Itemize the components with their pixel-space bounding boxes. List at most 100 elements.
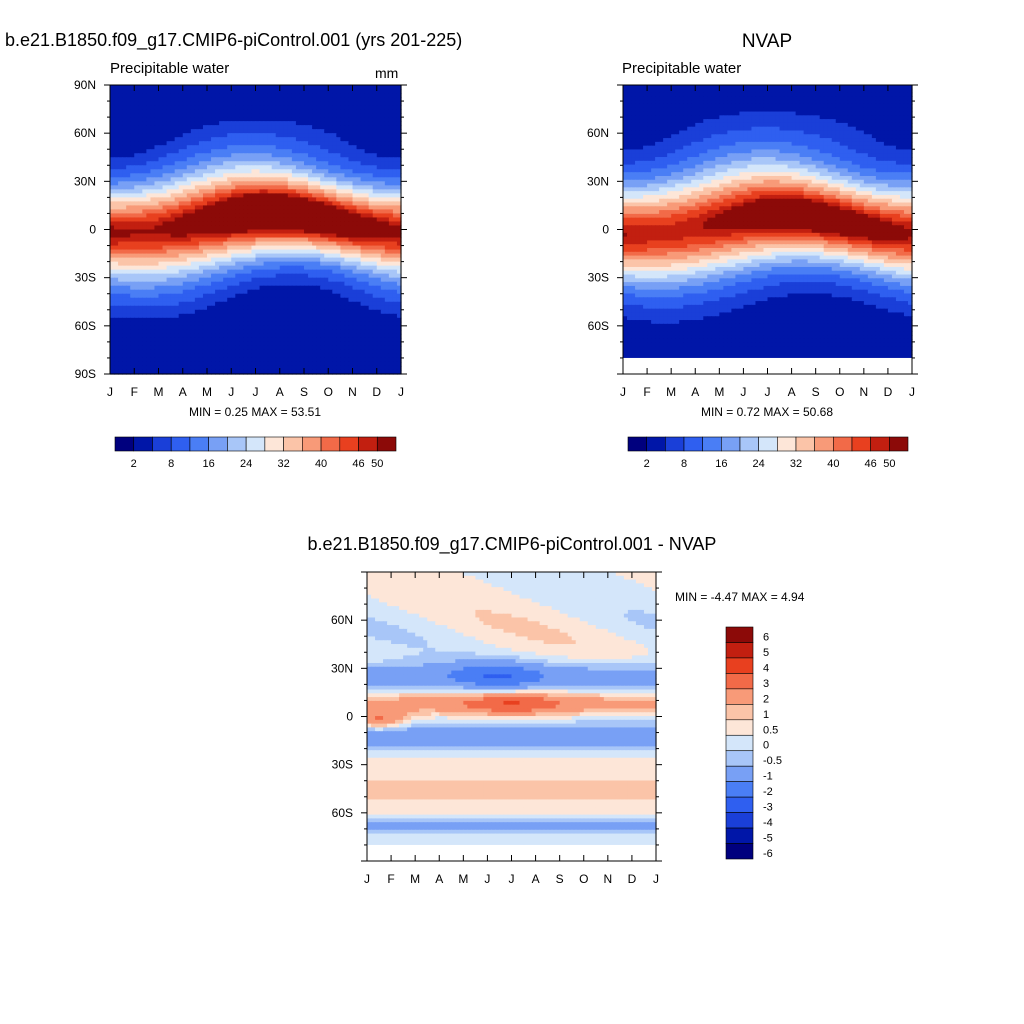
heatmap-cell <box>255 105 261 110</box>
heatmap-cell <box>344 93 350 98</box>
heatmap-cell <box>158 105 164 110</box>
heatmap-cell <box>304 245 309 251</box>
heatmap-cell <box>376 221 382 227</box>
heatmap-cell <box>271 229 277 235</box>
heatmap-cell <box>251 109 257 114</box>
heatmap-cell <box>332 133 337 138</box>
heatmap-cell <box>215 129 220 134</box>
heatmap-cell <box>392 141 398 146</box>
heatmap-cell <box>162 241 168 247</box>
heatmap-cell <box>352 273 358 279</box>
heatmap-cell <box>215 341 220 347</box>
heatmap-cell <box>174 217 180 223</box>
heatmap-cell <box>316 225 321 231</box>
heatmap-cell <box>114 153 119 158</box>
heatmap-cell <box>352 169 358 174</box>
heatmap-cell <box>146 101 152 106</box>
heatmap-cell <box>360 293 366 299</box>
heatmap-cell <box>299 341 305 347</box>
heatmap-cell <box>308 313 313 319</box>
heatmap-cell <box>118 293 123 299</box>
heatmap-cell <box>118 173 123 178</box>
heatmap-cell <box>231 85 236 90</box>
heatmap-cell <box>198 105 204 110</box>
heatmap-cell <box>142 305 147 311</box>
heatmap-cell <box>170 129 176 134</box>
heatmap-cell <box>360 221 366 227</box>
heatmap-cell <box>211 209 216 215</box>
heatmap-cell <box>158 345 164 351</box>
heatmap-cell <box>384 145 390 150</box>
heatmap-cell <box>324 129 329 134</box>
heatmap-cell <box>231 197 236 202</box>
heatmap-cell <box>308 181 313 186</box>
heatmap-cell <box>287 261 293 267</box>
heatmap-cell <box>182 333 188 339</box>
heatmap-cell <box>150 341 156 347</box>
heatmap-cell <box>186 137 192 142</box>
heatmap-cell <box>223 97 228 102</box>
heatmap-cell <box>324 357 329 363</box>
heatmap-cell <box>263 297 269 303</box>
heatmap-cell <box>312 189 317 194</box>
heatmap-cell <box>207 149 212 154</box>
heatmap-cell <box>211 249 216 255</box>
heatmap-cell <box>291 217 297 223</box>
heatmap-cell <box>251 181 257 186</box>
heatmap-cell <box>360 85 366 90</box>
heatmap-cell <box>372 197 378 202</box>
heatmap-cell <box>372 189 378 194</box>
heatmap-cell <box>186 149 192 154</box>
heatmap-cell <box>368 193 374 198</box>
heatmap-cell <box>267 213 273 219</box>
heatmap-cell <box>202 221 208 227</box>
heatmap-cell <box>178 129 184 134</box>
heatmap-cell <box>235 285 240 291</box>
heatmap-cell <box>324 205 329 211</box>
heatmap-cell <box>304 345 309 351</box>
heatmap-cell <box>396 269 402 275</box>
heatmap-cell <box>279 345 285 351</box>
heatmap-cell <box>299 293 305 299</box>
heatmap-cell <box>194 197 200 202</box>
heatmap-cell <box>291 269 297 275</box>
heatmap-cell <box>304 205 309 211</box>
heatmap-cell <box>154 113 160 118</box>
heatmap-cell <box>190 253 196 259</box>
heatmap-cell <box>360 277 366 283</box>
heatmap-cell <box>190 269 196 275</box>
heatmap-cell <box>384 293 390 299</box>
heatmap-cell <box>360 309 366 315</box>
heatmap-cell <box>255 305 261 311</box>
heatmap-cell <box>190 361 196 367</box>
heatmap-cell <box>126 337 131 343</box>
heatmap-cell <box>186 337 192 343</box>
heatmap-cell <box>360 273 366 279</box>
heatmap-cell <box>340 293 346 299</box>
heatmap-cell <box>259 181 265 186</box>
heatmap-cell <box>146 297 152 303</box>
heatmap-cell <box>396 345 402 351</box>
heatmap-cell <box>114 221 119 227</box>
heatmap-cell <box>198 93 204 98</box>
heatmap-cell <box>376 253 382 259</box>
heatmap-cell <box>198 281 204 287</box>
heatmap-cell <box>304 165 309 170</box>
heatmap-cell <box>328 217 333 223</box>
heatmap-cell <box>348 265 354 271</box>
heatmap-cell <box>219 153 224 158</box>
heatmap-cell <box>215 249 220 255</box>
heatmap-cell <box>348 181 354 186</box>
heatmap-cell <box>190 213 196 219</box>
heatmap-cell <box>263 149 269 154</box>
heatmap-cell <box>392 325 398 331</box>
heatmap-cell <box>328 357 333 363</box>
heatmap-cell <box>118 125 123 130</box>
heatmap-cell <box>295 113 301 118</box>
heatmap-cell <box>202 177 208 182</box>
heatmap-cell <box>368 317 374 323</box>
heatmap-cell <box>219 201 224 207</box>
heatmap-cell <box>287 329 293 335</box>
heatmap-cell <box>299 237 305 243</box>
heatmap-cell <box>392 321 398 327</box>
